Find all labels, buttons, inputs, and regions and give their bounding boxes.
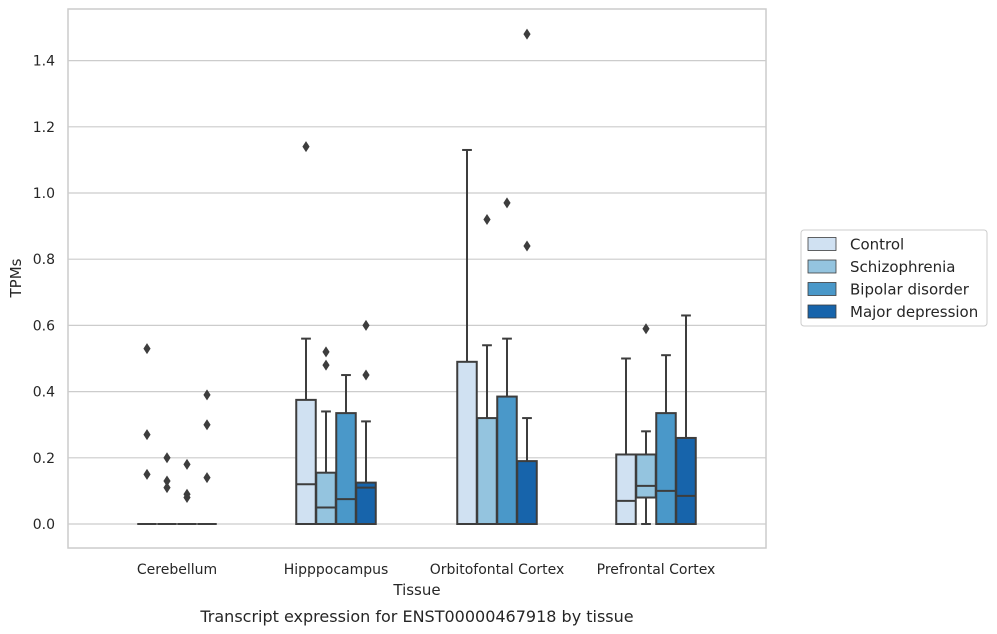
box-iqr — [456, 360, 478, 525]
y-tick-label: 0.4 — [33, 385, 55, 401]
legend-frame — [800, 229, 988, 327]
x-tick-label: Cerebellum — [137, 562, 217, 578]
x-tick-label: Hipppocampus — [284, 562, 389, 578]
box-element — [655, 354, 677, 525]
outlier-point — [523, 28, 531, 40]
outlier-point — [322, 359, 330, 371]
box-iqr — [335, 412, 357, 525]
outlier-point — [483, 213, 491, 225]
y-tick-label: 0.2 — [33, 451, 55, 467]
box-element — [635, 323, 657, 525]
x-axis-label: Tissue — [392, 581, 440, 599]
box-element — [496, 197, 518, 525]
outlier-point — [203, 419, 211, 431]
box-element — [516, 28, 538, 525]
outlier-point — [163, 475, 171, 487]
box-iqr — [315, 471, 337, 526]
box-element — [177, 458, 197, 525]
legend-swatch — [807, 282, 837, 296]
outlier-point — [302, 141, 310, 153]
legend-label: Control — [850, 236, 904, 254]
box-iqr — [496, 395, 518, 525]
box-element — [197, 389, 217, 525]
outlier-point — [523, 240, 531, 252]
legend-label: Schizophrenia — [850, 258, 955, 276]
y-tick-label: 1.0 — [33, 186, 55, 202]
box-iqr — [516, 460, 538, 525]
legend-label: Bipolar disorder — [850, 281, 970, 299]
box-element — [157, 452, 177, 525]
box-element — [355, 319, 377, 525]
box-group — [137, 28, 697, 526]
legend-swatch — [807, 304, 837, 319]
chart-caption: Transcript expression for ENST0000046791… — [199, 607, 633, 626]
y-tick-label: 0.0 — [33, 517, 55, 533]
y-tick-label: 1.4 — [33, 54, 55, 70]
outlier-point — [642, 323, 650, 335]
x-tick-label: Orbitofontal Cortex — [430, 562, 565, 578]
plot-frame — [67, 8, 767, 549]
outlier-point — [163, 452, 171, 464]
outlier-point — [143, 468, 151, 480]
y-tick-label: 0.6 — [33, 318, 55, 334]
outlier-point — [362, 369, 370, 381]
box-iqr — [675, 436, 697, 525]
outlier-point — [163, 482, 171, 494]
outlier-point — [322, 346, 330, 358]
box-iqr — [295, 398, 317, 525]
box-element — [335, 374, 357, 525]
box-iqr — [355, 481, 377, 525]
legend: Control Schizophrenia Bipolar disorder Majo… — [800, 229, 988, 327]
x-tick-labels: Cerebellum Hipppocampus Orbitofontal Corte… — [137, 562, 715, 578]
outlier-point — [183, 458, 191, 470]
y-tick-labels: 0.0 0.2 0.4 0.6 0.8 1.0 1.2 1.4 — [33, 54, 55, 533]
box-iqr — [476, 417, 498, 525]
y-tick-label: 1.2 — [33, 120, 55, 136]
y-tick-label: 0.8 — [33, 252, 55, 268]
box-iqr — [635, 453, 657, 499]
box-iqr — [615, 453, 637, 525]
box-iqr — [655, 412, 677, 525]
box-element — [295, 141, 317, 525]
outlier-point — [362, 319, 370, 331]
outlier-point — [503, 197, 511, 209]
box-element — [137, 343, 157, 525]
outlier-point — [203, 472, 211, 484]
outlier-point — [143, 343, 151, 355]
outlier-point — [203, 389, 211, 401]
box-element — [675, 314, 697, 525]
y-axis-label: TPMs — [7, 258, 25, 298]
outlier-point — [183, 492, 191, 504]
legend-swatch — [807, 259, 837, 274]
x-tick-label: Prefrontal Cortex — [597, 562, 716, 578]
legend-label: Major depression — [850, 303, 978, 321]
outlier-point — [143, 429, 151, 441]
legend-swatch — [807, 237, 837, 251]
